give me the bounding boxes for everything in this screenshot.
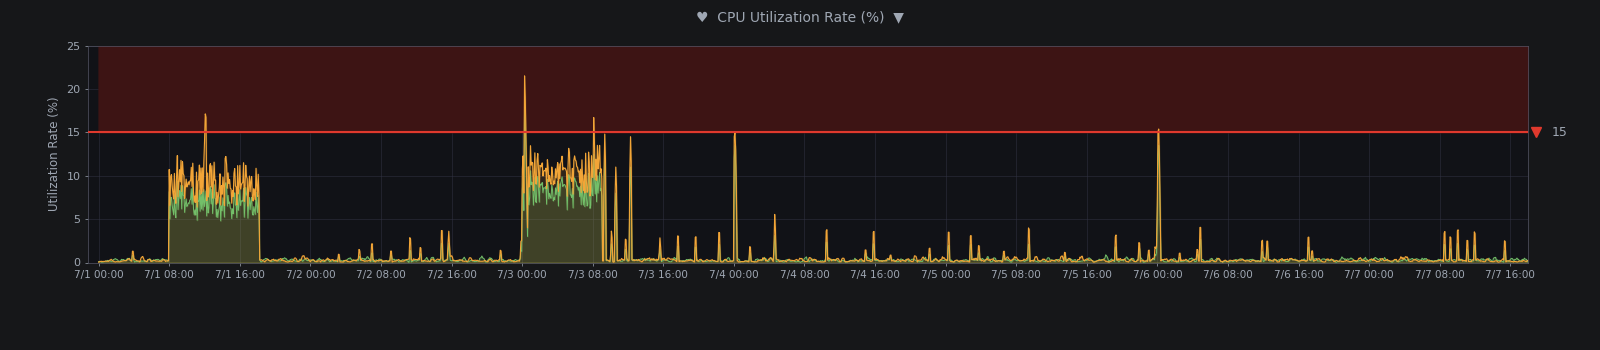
Text: 15: 15 — [1552, 126, 1566, 139]
Y-axis label: Utilization Rate (%): Utilization Rate (%) — [48, 97, 61, 211]
Legend: mattermost-pre-release-app-1, mattermost-pre-release-app-2: mattermost-pre-release-app-1, mattermost… — [93, 346, 518, 350]
Text: ♥  CPU Utilization Rate (%)  ▼: ♥ CPU Utilization Rate (%) ▼ — [696, 10, 904, 25]
